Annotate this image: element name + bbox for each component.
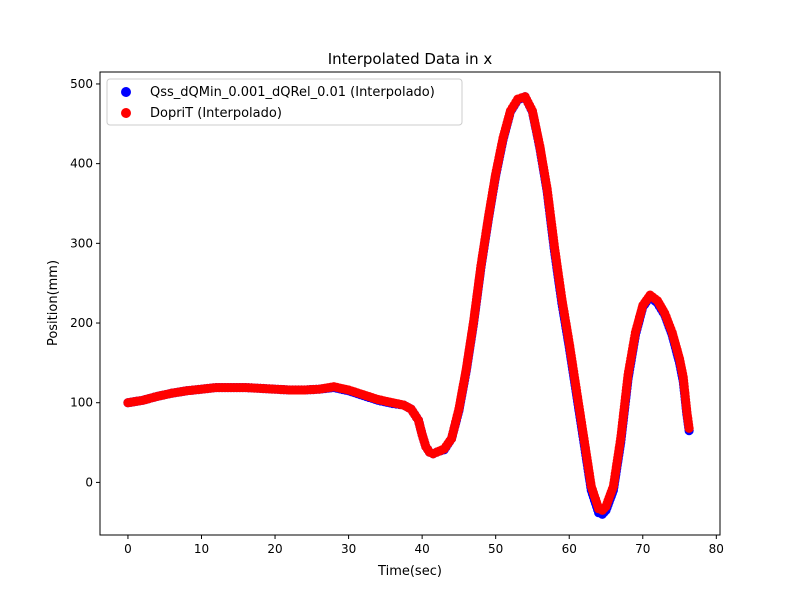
x-axis: 0 10 20 30 40 50 60 70 80 (124, 535, 724, 556)
x-axis-label: Time(sec) (377, 564, 442, 579)
data-point (684, 423, 694, 433)
plot-frame (99, 71, 721, 536)
y-tick-label: 0 (85, 475, 93, 489)
y-tick-label: 200 (70, 316, 93, 330)
x-tick-label: 50 (488, 542, 503, 556)
y-axis: 0 100 200 300 400 500 (70, 77, 100, 489)
legend-marker-qss (121, 87, 131, 97)
y-tick-label: 500 (70, 77, 93, 91)
y-tick-label: 100 (70, 396, 93, 410)
y-tick-label: 300 (70, 236, 93, 250)
x-tick-label: 0 (124, 542, 132, 556)
x-tick-label: 40 (414, 542, 429, 556)
y-tick-label: 400 (70, 157, 93, 171)
x-tick-label: 80 (709, 542, 724, 556)
x-tick-label: 60 (562, 542, 577, 556)
legend-label-dopri: DopriT (Interpolado) (150, 106, 282, 121)
y-axis-label: Position(mm) (46, 260, 61, 346)
x-tick-label: 70 (635, 542, 650, 556)
legend-marker-dopri (121, 108, 131, 118)
legend-box (106, 78, 463, 126)
chart-title: Interpolated Data in x (328, 50, 493, 68)
series-dopri (123, 92, 694, 515)
legend-label-qss: Qss_dQMin_0.001_dQRel_0.01 (Interpolado) (150, 85, 435, 100)
x-tick-label: 30 (341, 542, 356, 556)
plot-area (123, 92, 694, 519)
legend: Qss_dQMin_0.001_dQRel_0.01 (Interpolado)… (106, 78, 463, 126)
x-tick-label: 10 (194, 542, 209, 556)
x-tick-label: 20 (267, 542, 282, 556)
